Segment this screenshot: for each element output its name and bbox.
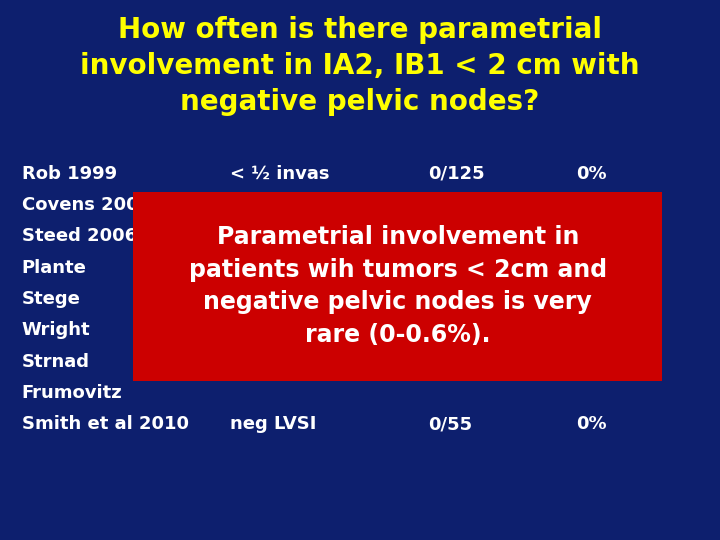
Text: 0%: 0%	[576, 227, 607, 245]
Text: 3/536: 3/536	[428, 196, 485, 214]
Text: Covens 2002: Covens 2002	[22, 196, 150, 214]
Text: Parametrial involvement in
patients wih tumors < 2cm and
negative pelvic nodes i: Parametrial involvement in patients wih …	[189, 225, 607, 347]
Text: Smith et al 2010: Smith et al 2010	[22, 415, 189, 433]
Text: 0,6%: 0,6%	[576, 196, 626, 214]
Text: Frumovitz: Frumovitz	[22, 384, 122, 402]
Text: Steed 2006: Steed 2006	[22, 227, 137, 245]
Text: 0/120: 0/120	[428, 227, 485, 245]
FancyBboxPatch shape	[133, 192, 662, 381]
Text: Strnad: Strnad	[22, 353, 89, 370]
Text: Rob 1999: Rob 1999	[22, 165, 117, 183]
Text: 0/55: 0/55	[428, 415, 472, 433]
Text: Stege: Stege	[22, 290, 81, 308]
Text: 0/125: 0/125	[428, 165, 485, 183]
Text: Wright: Wright	[22, 321, 90, 339]
Text: 0%: 0%	[576, 415, 607, 433]
Text: < ½ invas: < ½ invas	[230, 165, 330, 183]
Text: Plante: Plante	[22, 259, 86, 276]
Text: How often is there parametrial
involvement in IA2, IB1 < 2 cm with
negative pelv: How often is there parametrial involveme…	[80, 16, 640, 116]
Text: 0%: 0%	[576, 165, 607, 183]
Text: < 10 mm invas: < 10 mm invas	[230, 196, 380, 214]
Text: neg LVSI: neg LVSI	[230, 415, 317, 433]
